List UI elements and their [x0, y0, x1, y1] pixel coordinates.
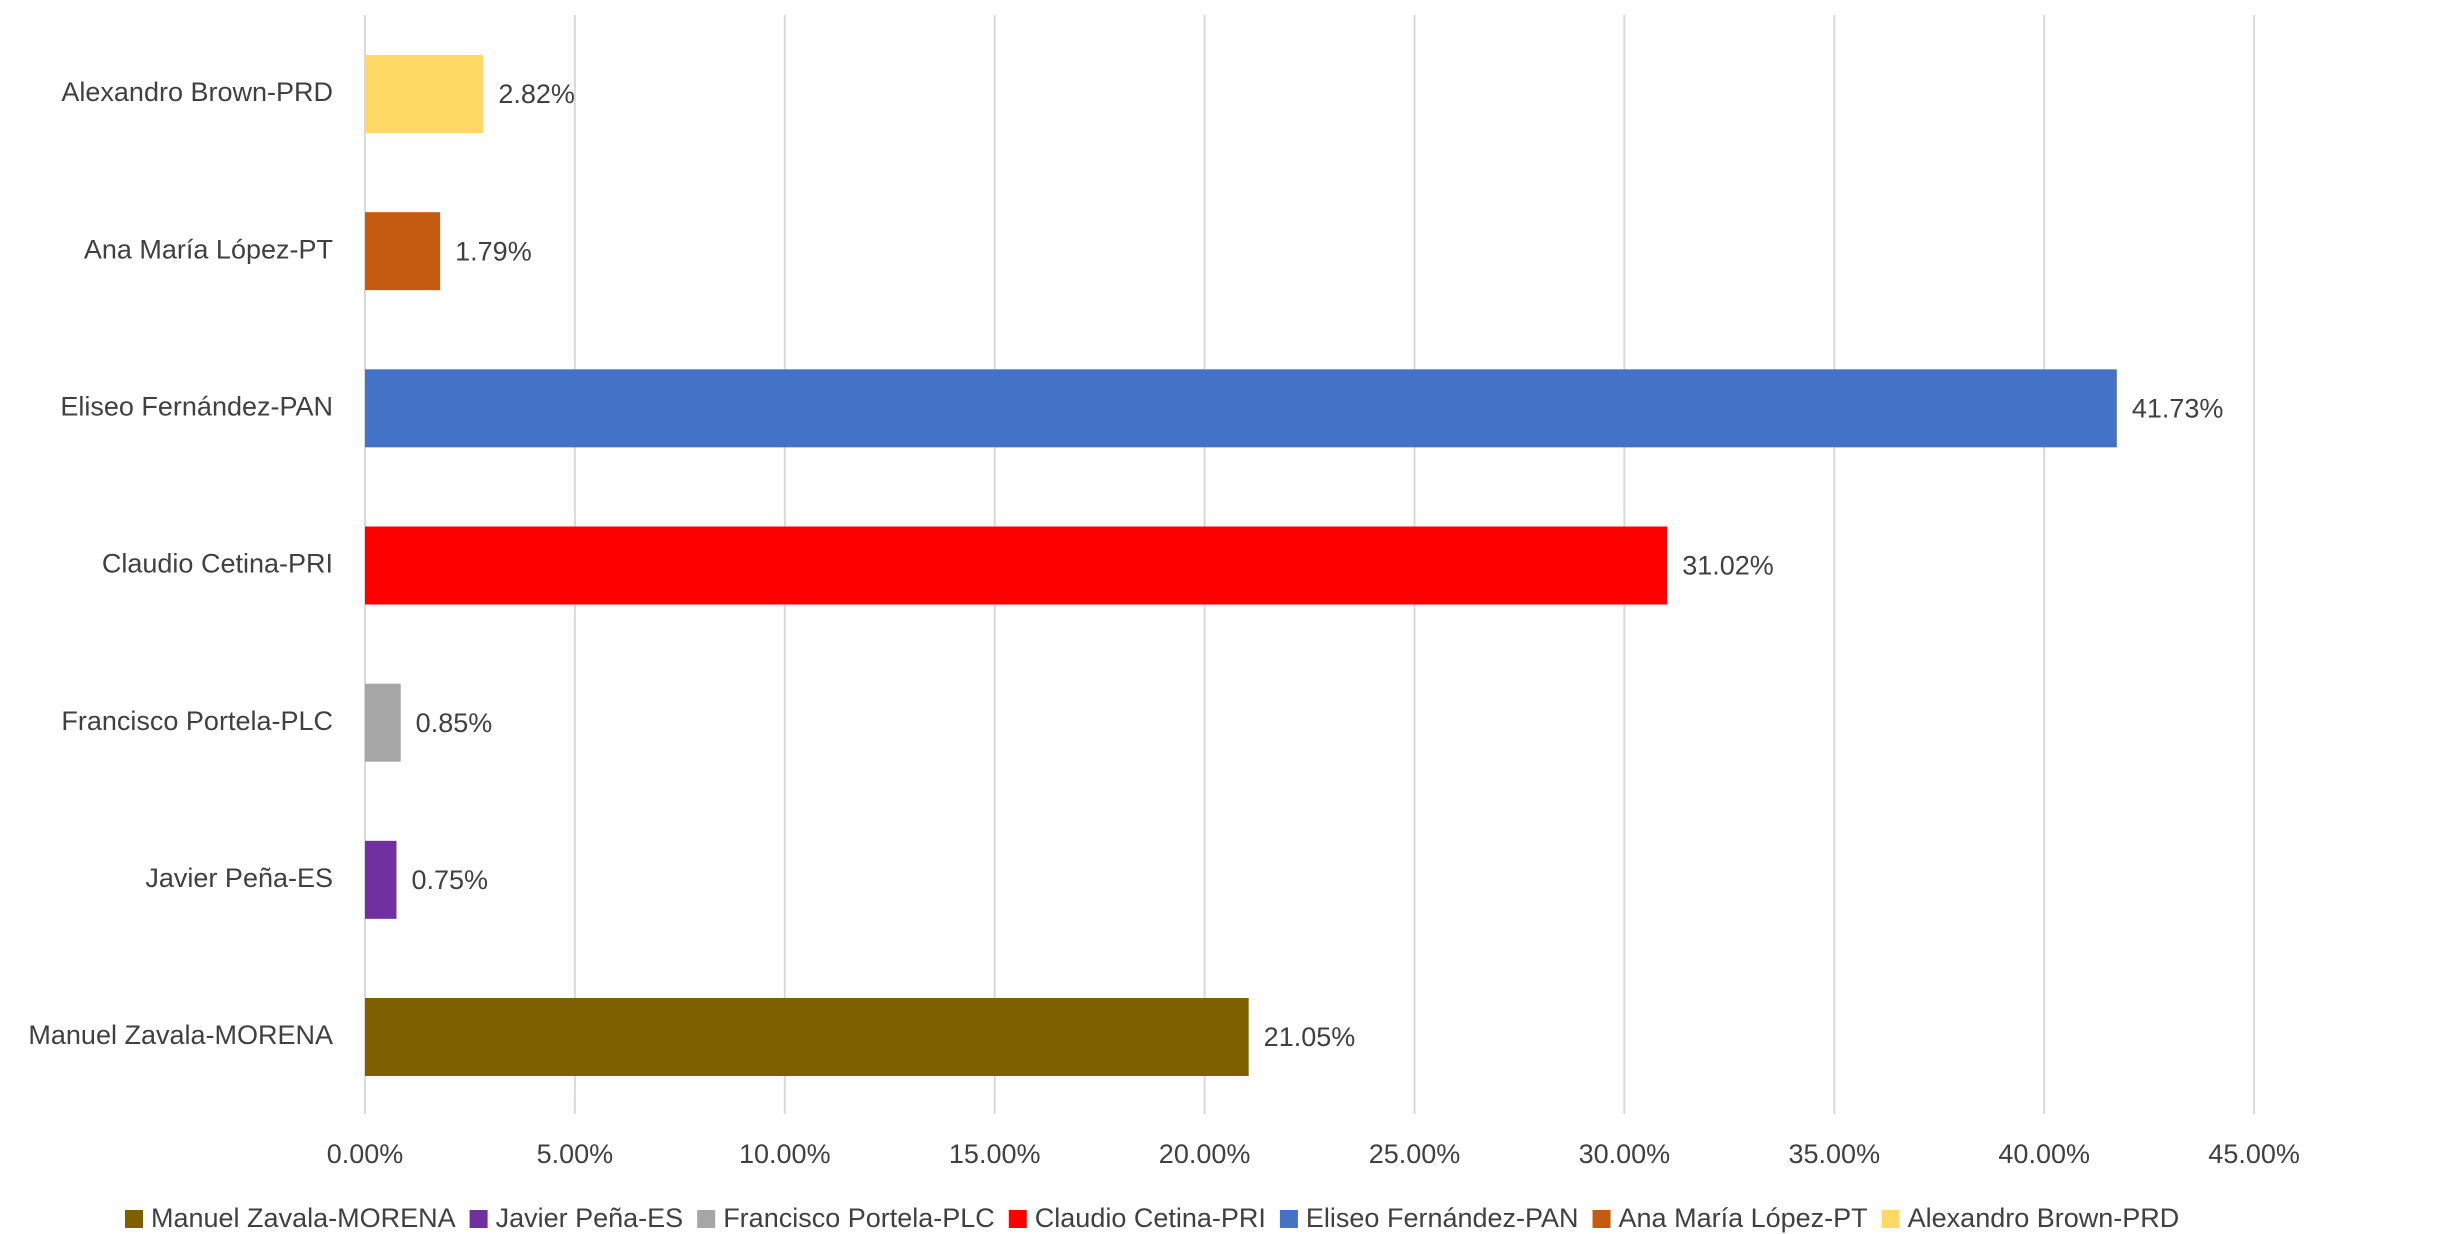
legend-label: Alexandro Brown-PRD [1908, 1203, 2180, 1233]
y-tick-label: Ana María López-PT [84, 234, 333, 264]
legend-swatch [1009, 1210, 1027, 1228]
chart: 0.00% 5.00% 10.00% 15.00% 20.00% 25.00% 30.00%… [0, 0, 2453, 1234]
data-label: 0.85% [416, 708, 493, 738]
y-tick-label: Claudio Cetina-PRI [102, 549, 333, 579]
x-tick-label: 40.00% [1998, 1139, 2090, 1169]
data-label: 1.79% [455, 236, 532, 266]
legend-swatch [697, 1210, 715, 1228]
x-tick-label: 35.00% [1789, 1139, 1881, 1169]
x-tick-label: 20.00% [1159, 1139, 1251, 1169]
y-tick-label: Manuel Zavala-MORENA [28, 1020, 333, 1050]
legend-label: Eliseo Fernández-PAN [1306, 1203, 1579, 1233]
bar [365, 684, 401, 762]
y-tick-label: Francisco Portela-PLC [61, 706, 333, 736]
x-tick-label: 30.00% [1579, 1139, 1671, 1169]
y-tick-label: Alexandro Brown-PRD [61, 77, 333, 107]
data-label: 21.05% [1264, 1022, 1356, 1052]
legend-label: Claudio Cetina-PRI [1035, 1203, 1266, 1233]
bar [365, 841, 396, 919]
bar [365, 998, 1249, 1076]
legend-label: Francisco Portela-PLC [723, 1203, 995, 1233]
y-tick-label: Javier Peña-ES [145, 863, 333, 893]
legend-label: Javier Peña-ES [496, 1203, 684, 1233]
data-label: 2.82% [498, 79, 575, 109]
x-tick-label: 0.00% [327, 1139, 404, 1169]
x-tick-label: 5.00% [537, 1139, 614, 1169]
legend-swatch [470, 1210, 488, 1228]
data-label: 31.02% [1682, 551, 1774, 581]
bar [365, 527, 1667, 605]
data-label: 0.75% [411, 865, 488, 895]
legend-label: Manuel Zavala-MORENA [151, 1203, 456, 1233]
x-tick-label: 25.00% [1369, 1139, 1461, 1169]
legend-label: Ana María López-PT [1619, 1203, 1868, 1233]
legend-swatch [1280, 1210, 1298, 1228]
x-tick-label: 45.00% [2208, 1139, 2300, 1169]
y-tick-label: Eliseo Fernández-PAN [60, 391, 333, 421]
bar [365, 212, 440, 290]
data-label: 41.73% [2132, 393, 2224, 423]
x-tick-label: 15.00% [949, 1139, 1041, 1169]
legend-swatch [1882, 1210, 1900, 1228]
legend-swatch [125, 1210, 143, 1228]
page: {"chart_data": {"type": "bar", "orientat… [0, 0, 2453, 1234]
x-tick-label: 10.00% [739, 1139, 831, 1169]
legend-swatch [1593, 1210, 1611, 1228]
bar [365, 369, 2117, 447]
bar [365, 55, 483, 133]
